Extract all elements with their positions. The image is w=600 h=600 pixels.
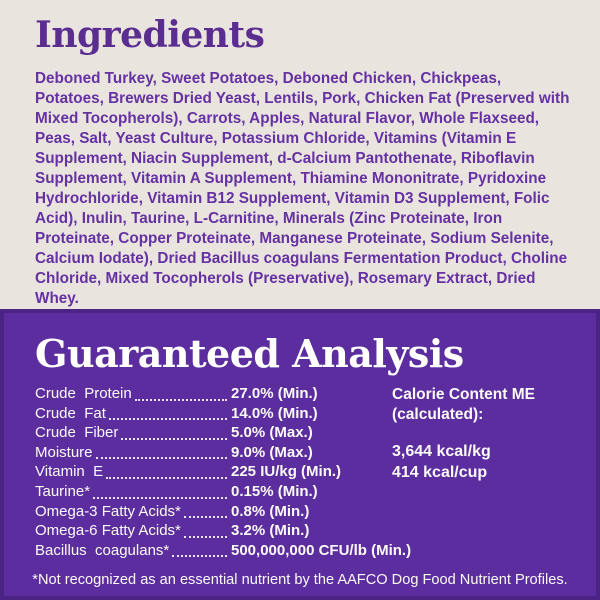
nutrient-label: Omega-3 Fatty Acids*: [35, 502, 181, 520]
guaranteed-analysis-body: Crude Protein 27.0% (Min.) Crude Fat 14.…: [35, 384, 570, 560]
nutrient-value: 3.2% (Min.): [231, 522, 310, 540]
nutrient-label-wrap: Omega-6 Fatty Acids*: [35, 521, 231, 541]
nutrient-label-wrap: Crude Protein: [35, 384, 231, 404]
nutrient-label-wrap: Bacillus coagulans*: [35, 541, 231, 561]
dot-leader: [172, 555, 227, 558]
calorie-value-per-kg: 3,644 kcal/kg: [392, 443, 491, 460]
nutrient-table: Crude Protein 27.0% (Min.) Crude Fat 14.…: [35, 384, 465, 560]
calorie-values: 3,644 kcal/kg 414 kcal/cup: [392, 442, 582, 483]
dot-leader: [108, 418, 227, 421]
dot-leader: [121, 437, 227, 440]
nutrient-label-wrap: Taurine*: [35, 482, 231, 502]
nutrient-value: 225 IU/kg (Min.): [231, 463, 342, 481]
guaranteed-analysis-section: Guaranteed Analysis Crude Protein 27.0% …: [0, 309, 600, 600]
nutrient-value: 27.0% (Min.): [231, 385, 318, 402]
nutrient-label-wrap: Crude Fat: [35, 404, 231, 424]
calorie-value-per-cup: 414 kcal/cup: [392, 463, 488, 481]
nutrient-label-wrap: Crude Fiber: [35, 423, 231, 443]
nutrient-value: 5.0% (Max.): [231, 424, 313, 442]
nutrient-row: Vitamin E 225 IU/kg (Min.): [35, 462, 465, 482]
nutrient-row: Crude Fiber 5.0% (Max.): [35, 423, 465, 443]
nutrient-row: Crude Fat 14.0% (Min.): [35, 404, 465, 424]
nutrient-label: Vitamin E: [35, 463, 104, 481]
nutrient-label: Omega-6 Fatty Acids*: [35, 522, 181, 540]
nutrient-label-wrap: Omega-3 Fatty Acids*: [35, 502, 231, 522]
nutrient-row: Bacillus coagulans* 500,000,000 CFU/lb (…: [35, 541, 465, 561]
nutrient-label: Bacillus coagulans*: [35, 541, 170, 559]
ingredients-heading: Ingredients: [35, 14, 265, 56]
dot-leader: [183, 516, 227, 519]
nutrient-label: Taurine*: [35, 482, 91, 500]
nutrient-label: Crude Fiber: [35, 424, 119, 442]
nutrient-label: Crude Protein: [35, 385, 132, 402]
nutrient-label-wrap: Moisture: [35, 443, 231, 463]
dot-leader: [183, 535, 227, 538]
nutrient-label: Moisture: [35, 443, 93, 461]
guaranteed-analysis-heading: Guaranteed Analysis: [35, 331, 464, 376]
aafco-footnote: *Not recognized as an essential nutrient…: [32, 572, 568, 588]
dot-leader: [93, 496, 227, 499]
nutrient-row: Omega-3 Fatty Acids* 0.8% (Min.): [35, 502, 465, 522]
nutrient-row: Crude Protein 27.0% (Min.): [35, 384, 465, 404]
nutrient-row: Taurine* 0.15% (Min.): [35, 482, 465, 502]
dot-leader: [106, 476, 227, 479]
nutrient-label: Crude Fat: [35, 404, 106, 422]
calorie-content-title: Calorie Content ME (calculated):: [392, 386, 535, 423]
nutrient-value: 0.15% (Min.): [231, 482, 318, 500]
nutrient-label-wrap: Vitamin E: [35, 462, 231, 482]
dot-leader: [95, 457, 227, 460]
nutrient-value: 500,000,000 CFU/lb (Min.): [231, 541, 412, 559]
nutrient-value: 0.8% (Min.): [231, 502, 310, 520]
calorie-content-block: Calorie Content ME (calculated): 3,644 k…: [392, 385, 582, 483]
ingredients-text: Deboned Turkey, Sweet Potatoes, Deboned …: [35, 69, 570, 307]
nutrient-row: Moisture 9.0% (Max.): [35, 443, 465, 463]
ingredients-section: Ingredients Deboned Turkey, Sweet Potato…: [0, 0, 600, 309]
dot-leader: [134, 398, 227, 401]
nutrient-value: 9.0% (Max.): [231, 443, 313, 461]
nutrient-row: Omega-6 Fatty Acids* 3.2% (Min.): [35, 521, 465, 541]
nutrient-value: 14.0% (Min.): [231, 404, 318, 422]
